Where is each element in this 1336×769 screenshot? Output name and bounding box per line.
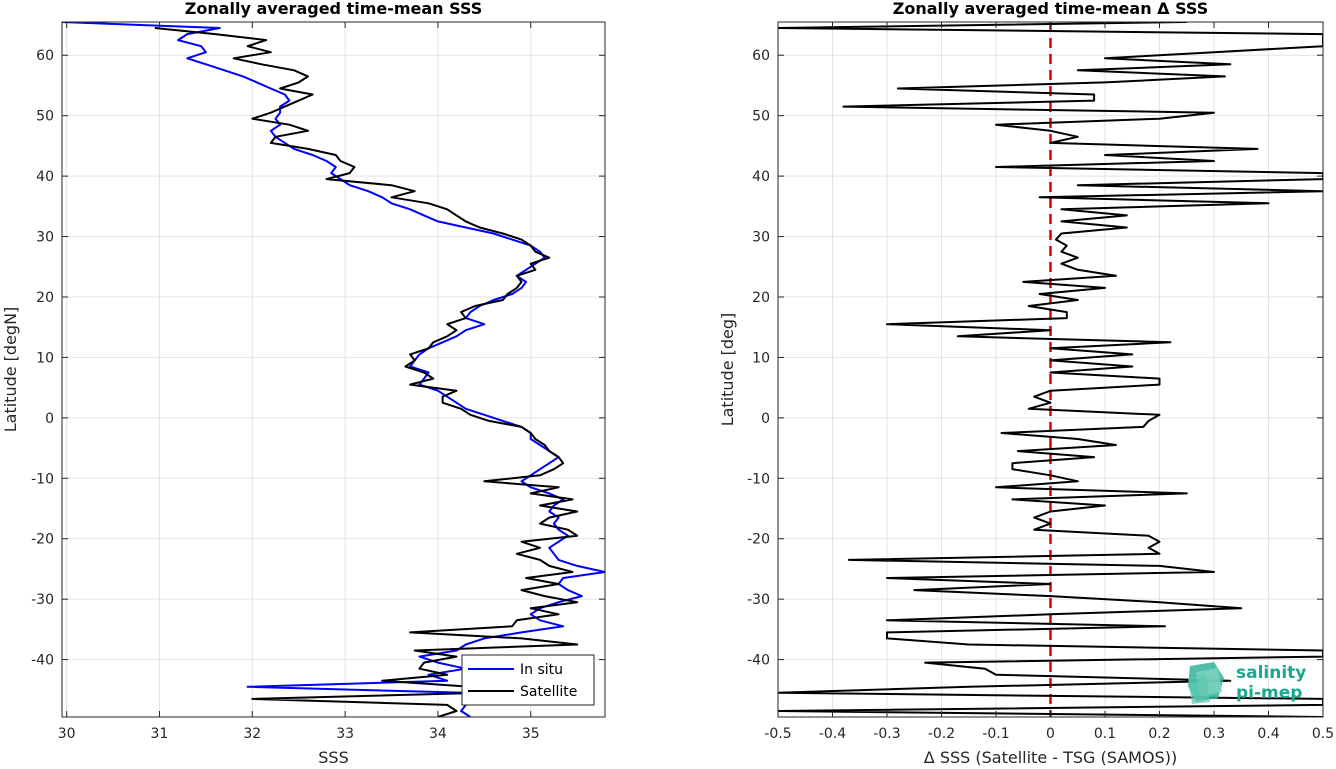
legend-box <box>461 654 595 706</box>
chart-title: Zonally averaged time-mean Δ SSS <box>893 0 1209 18</box>
y-tick-label: 10 <box>752 350 770 366</box>
x-tick-label: -0.2 <box>928 726 955 742</box>
delta-sss-panel: -0.5 -0.4 -0.3 -0.2 -0.1 0 0.1 0.2 0.3 0.4 0.5 -40 -… <box>718 0 1334 767</box>
series-line-in-situ <box>62 22 605 717</box>
y-tick-label: -30 <box>31 592 54 608</box>
y-tick-label: 0 <box>45 411 54 427</box>
x-tick-label: -0.3 <box>873 726 900 742</box>
x-tick-label: 30 <box>58 726 76 742</box>
x-tick-label: 34 <box>429 726 447 742</box>
series-line-satellite <box>154 27 579 717</box>
y-tick-label: 50 <box>752 109 770 125</box>
logo-mark-shape <box>1188 674 1210 704</box>
x-tick-label: 35 <box>522 726 540 742</box>
y-tick-label: 0 <box>761 411 770 427</box>
axes-box <box>61 21 606 718</box>
y-tick-label: 30 <box>752 230 770 246</box>
legend: In situ Satellite <box>461 654 595 706</box>
y-tick-label: 60 <box>36 48 54 64</box>
x-tick-label: 0.4 <box>1257 726 1279 742</box>
salinity-pimep-logo: salinity pi-mep <box>1188 662 1306 704</box>
legend-entry: In situ <box>520 662 563 678</box>
x-tick-label: 32 <box>243 726 261 742</box>
y-tick-label: 20 <box>36 290 54 306</box>
y-axis-label: Latitude [deg] <box>718 313 737 427</box>
y-tick-label: 40 <box>36 169 54 185</box>
x-tick-label: 0.2 <box>1148 726 1170 742</box>
x-tick-label: 0.1 <box>1094 726 1116 742</box>
y-tick-label: -40 <box>31 653 54 669</box>
sss-panel: 30 31 32 33 34 35 -40 -30 -20 -10 0 10 20 30 40 50 60 Zon… <box>1 0 606 767</box>
y-axis-label: Latitude [degN] <box>1 307 20 433</box>
y-tick-label: 10 <box>36 350 54 366</box>
logo-line1: salinity <box>1236 663 1306 683</box>
y-tick-label: -10 <box>747 471 770 487</box>
x-tick-label: 0.5 <box>1312 726 1334 742</box>
x-tick-label: -0.4 <box>819 726 846 742</box>
series-line-0 <box>778 22 1323 717</box>
x-tick-label: 0.3 <box>1203 726 1225 742</box>
x-tick-label: 33 <box>336 726 354 742</box>
y-tick-label: -10 <box>31 471 54 487</box>
x-tick-label: 0 <box>1046 726 1055 742</box>
x-axis-label: Δ SSS (Satellite - TSG (SAMOS)) <box>924 748 1177 767</box>
y-tick-label: -40 <box>747 653 770 669</box>
chart-title: Zonally averaged time-mean SSS <box>185 0 483 18</box>
y-tick-label: -30 <box>747 592 770 608</box>
y-tick-label: 60 <box>752 48 770 64</box>
y-tick-label: -20 <box>31 532 54 548</box>
logo-line2: pi-mep <box>1236 683 1302 703</box>
legend-entry: Satellite <box>520 684 577 700</box>
y-tick-label: 50 <box>36 109 54 125</box>
y-tick-label: -20 <box>747 532 770 548</box>
y-tick-label: 30 <box>36 230 54 246</box>
x-tick-label: -0.1 <box>982 726 1009 742</box>
x-axis-label: SSS <box>318 748 348 767</box>
x-tick-label: 31 <box>151 726 169 742</box>
x-tick-label: -0.5 <box>764 726 791 742</box>
y-tick-label: 40 <box>752 169 770 185</box>
y-tick-label: 20 <box>752 290 770 306</box>
